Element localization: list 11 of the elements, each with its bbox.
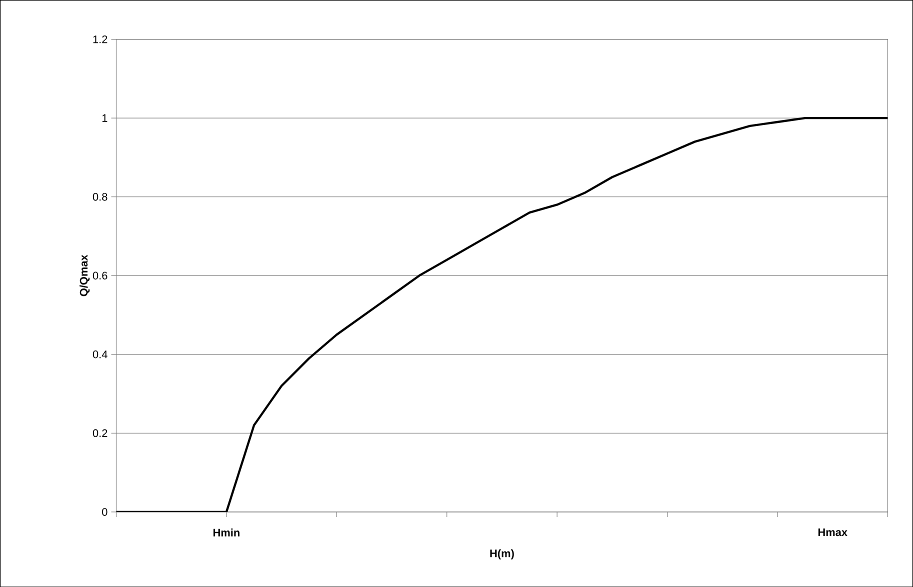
y-tick-label: 1.2: [93, 35, 108, 43]
y-tick-label: 0.2: [92, 429, 108, 437]
y-tick-label: 0.6: [92, 272, 108, 280]
x-tick-label: Hmax: [818, 528, 848, 536]
y-tick-label: 1: [102, 114, 108, 122]
x-axis-title: H(m): [490, 549, 514, 560]
y-tick-label: 0.8: [92, 192, 108, 201]
y-tick-label: 0.4: [92, 350, 108, 358]
x-tick-label: Hmin: [213, 528, 240, 536]
y-axis-title: Q/Qmax: [80, 254, 90, 296]
y-tick-label: 0: [102, 508, 108, 516]
